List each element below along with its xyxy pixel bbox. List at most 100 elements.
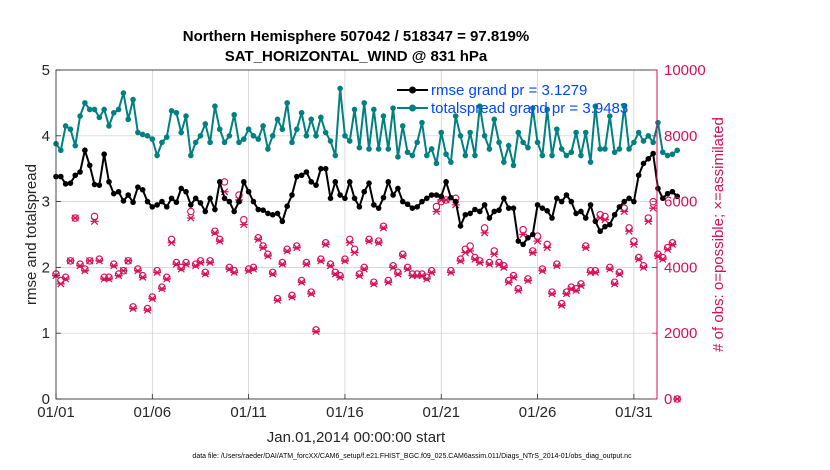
obs-assimilated-point bbox=[312, 327, 321, 336]
legend-marker-rmse bbox=[409, 86, 416, 94]
obs-possible-point bbox=[341, 255, 349, 263]
series-point-spread bbox=[611, 149, 618, 156]
obs-possible-point bbox=[273, 294, 282, 303]
series-point-rmse bbox=[476, 208, 483, 215]
obs-assimilated-point bbox=[533, 237, 542, 245]
series-point-spread bbox=[462, 152, 469, 159]
obs-possible-point bbox=[374, 237, 383, 245]
obs-assimilated-point bbox=[71, 214, 80, 222]
series-point-rmse bbox=[659, 195, 666, 202]
obs-possible-point bbox=[403, 263, 412, 272]
obs-possible-point bbox=[110, 260, 118, 268]
obs-assimilated-point bbox=[196, 258, 205, 267]
series-point-rmse bbox=[428, 192, 435, 198]
obs-assimilated-point bbox=[249, 265, 258, 273]
obs-possible-point bbox=[134, 265, 142, 273]
y2-tick-label: 8000 bbox=[664, 128, 697, 145]
series-point-spread bbox=[582, 129, 589, 136]
series-point-spread bbox=[197, 133, 204, 139]
series-point-rmse bbox=[318, 165, 324, 172]
series-point-spread bbox=[501, 159, 507, 165]
series-point-spread bbox=[72, 142, 79, 149]
y-tick-label: 3 bbox=[42, 194, 50, 211]
series-point-rmse bbox=[183, 188, 189, 195]
series-point-spread bbox=[414, 139, 420, 146]
obs-assimilated-point bbox=[162, 275, 171, 283]
series-point-rmse bbox=[260, 207, 266, 213]
obs-assimilated-point bbox=[576, 281, 585, 290]
obs-possible-point bbox=[302, 258, 311, 267]
obs-possible-point bbox=[288, 291, 296, 300]
series-point-rmse bbox=[346, 179, 353, 185]
obs-assimilated-point bbox=[230, 268, 239, 276]
series-point-spread bbox=[337, 85, 343, 92]
series-point-rmse bbox=[135, 184, 141, 190]
obs-possible-point bbox=[456, 255, 465, 263]
obs-possible-point bbox=[187, 207, 195, 216]
series-point-spread bbox=[419, 119, 425, 126]
obs-assimilated-point bbox=[292, 244, 301, 252]
series-point-spread bbox=[322, 129, 329, 136]
obs-assimilated-point bbox=[119, 267, 128, 275]
series-point-spread bbox=[115, 106, 122, 113]
obs-assimilated-point bbox=[673, 395, 682, 403]
series-point-spread bbox=[520, 139, 526, 146]
series-point-rmse bbox=[510, 205, 517, 211]
obs-assimilated-point bbox=[514, 286, 523, 295]
obs-possible-point bbox=[249, 263, 258, 272]
obs-assimilated-point bbox=[591, 268, 600, 276]
obs-assimilated-point bbox=[268, 270, 277, 278]
obs-assimilated-point bbox=[499, 263, 508, 272]
obs-possible-point bbox=[321, 238, 330, 247]
obs-assimilated-point bbox=[379, 224, 388, 232]
series-point-rmse bbox=[72, 172, 79, 179]
series-point-spread bbox=[366, 146, 372, 152]
series-point-spread bbox=[539, 152, 546, 159]
obs-assimilated-point bbox=[133, 267, 142, 275]
series-point-spread bbox=[168, 107, 175, 114]
obs-assimilated-point bbox=[287, 293, 296, 301]
series-point-spread bbox=[626, 146, 632, 152]
series-point-spread bbox=[163, 134, 170, 140]
series-point-spread bbox=[58, 147, 64, 154]
obs-assimilated-point bbox=[80, 267, 89, 275]
obs-assimilated-point bbox=[634, 255, 643, 263]
obs-assimilated-point bbox=[557, 301, 566, 309]
y-axis-label: rmse and totalspread bbox=[23, 164, 40, 305]
obs-assimilated-point bbox=[523, 276, 532, 285]
obs-assimilated-point bbox=[206, 258, 215, 267]
obs-possible-point bbox=[201, 268, 210, 277]
series-point-spread bbox=[346, 138, 353, 144]
series-point-spread bbox=[664, 152, 671, 159]
series-point-rmse bbox=[616, 204, 623, 210]
series-point-spread bbox=[452, 113, 459, 119]
obs-assimilated-point bbox=[263, 252, 272, 260]
obs-possible-point bbox=[379, 222, 388, 231]
series-point-spread bbox=[380, 113, 387, 119]
obs-possible-point bbox=[153, 266, 161, 275]
obs-possible-point bbox=[278, 258, 287, 267]
obs-assimilated-point bbox=[210, 229, 219, 237]
series-point-rmse bbox=[342, 195, 348, 202]
obs-possible-point bbox=[307, 288, 315, 296]
series-point-rmse bbox=[241, 179, 247, 185]
obs-possible-point bbox=[519, 225, 527, 234]
obs-assimilated-point bbox=[109, 262, 118, 270]
series-point-spread bbox=[525, 144, 531, 151]
series-point-rmse bbox=[144, 198, 151, 205]
series-point-spread bbox=[457, 133, 464, 139]
series-point-rmse bbox=[515, 238, 522, 244]
y-tick-label: 1 bbox=[42, 325, 50, 342]
obs-assimilated-point bbox=[316, 257, 325, 265]
obs-assimilated-point bbox=[336, 273, 345, 281]
series-point-spread bbox=[438, 129, 445, 136]
series-point-rmse bbox=[438, 193, 445, 200]
series-point-spread bbox=[356, 144, 363, 151]
series-point-rmse bbox=[587, 202, 594, 208]
series-point-spread bbox=[202, 121, 209, 127]
series-point-rmse bbox=[467, 210, 473, 217]
obs-possible-point bbox=[668, 238, 677, 247]
obs-assimilated-point bbox=[610, 280, 619, 288]
series-point-rmse bbox=[202, 208, 209, 215]
obs-assimilated-point bbox=[475, 258, 484, 267]
